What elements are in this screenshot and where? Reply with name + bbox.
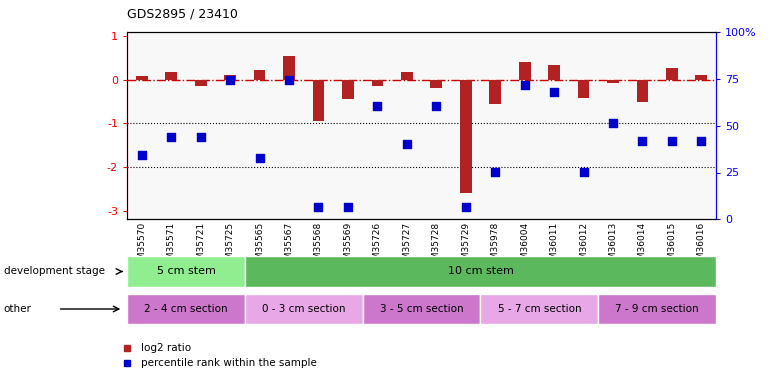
Point [342, 204, 354, 210]
Point [400, 141, 413, 147]
Point [224, 77, 236, 83]
Point [136, 152, 148, 158]
Bar [166, 72, 177, 80]
Point [430, 103, 443, 109]
Point [578, 169, 590, 175]
Bar [666, 68, 678, 80]
Point [607, 120, 619, 126]
Bar [371, 80, 383, 86]
Point [165, 134, 177, 140]
Point [489, 169, 501, 175]
Point [518, 82, 531, 88]
Text: 3 - 5 cm section: 3 - 5 cm section [380, 304, 464, 314]
Bar [283, 56, 295, 80]
Text: GDS2895 / 23410: GDS2895 / 23410 [127, 8, 238, 21]
Text: 10 cm stem: 10 cm stem [447, 267, 514, 276]
Point [283, 77, 295, 83]
Point [460, 204, 472, 210]
Text: 2 - 4 cm section: 2 - 4 cm section [144, 304, 228, 314]
Bar [695, 75, 708, 80]
Bar [342, 80, 354, 99]
Bar [136, 76, 148, 80]
Text: percentile rank within the sample: percentile rank within the sample [141, 358, 316, 368]
Point [695, 138, 708, 144]
Text: development stage: development stage [4, 267, 105, 276]
Bar [195, 80, 206, 86]
Text: 5 - 7 cm section: 5 - 7 cm section [497, 304, 581, 314]
Bar [430, 80, 442, 88]
Bar [578, 80, 590, 98]
Bar [489, 80, 501, 104]
Bar [401, 72, 413, 80]
Bar [253, 70, 266, 80]
Bar [548, 64, 560, 80]
Point [548, 89, 561, 95]
Point [666, 138, 678, 144]
Bar [607, 80, 619, 83]
Point [636, 138, 648, 144]
Text: other: other [4, 304, 32, 314]
Bar [313, 80, 324, 121]
Point [195, 134, 207, 140]
Point [253, 155, 266, 161]
Bar [460, 80, 472, 193]
Text: 5 cm stem: 5 cm stem [156, 267, 216, 276]
Bar [519, 62, 531, 80]
Text: 0 - 3 cm section: 0 - 3 cm section [262, 304, 346, 314]
Bar [637, 80, 648, 102]
Bar [224, 75, 236, 80]
Text: log2 ratio: log2 ratio [141, 343, 191, 353]
Point [371, 103, 383, 109]
Text: 7 - 9 cm section: 7 - 9 cm section [615, 304, 699, 314]
Point [313, 204, 325, 210]
